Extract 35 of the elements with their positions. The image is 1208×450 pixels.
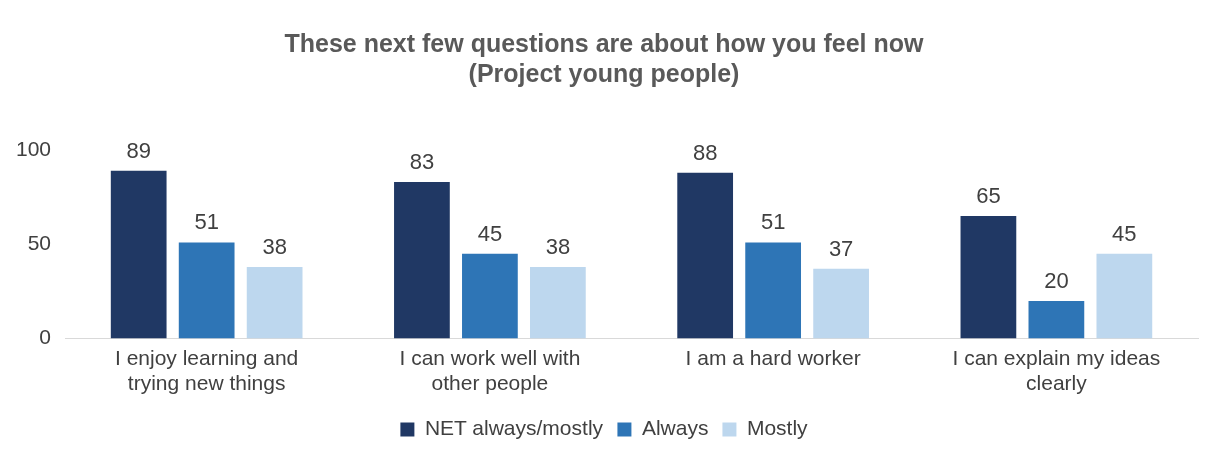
data-label: 20 <box>1044 267 1069 293</box>
data-label: 65 <box>976 183 1001 209</box>
data-label: 45 <box>1112 220 1137 246</box>
data-label: 89 <box>126 137 151 163</box>
bar <box>1096 253 1153 339</box>
y-tick-label: 0 <box>39 325 52 349</box>
x-tick-label: I can work well with other people <box>399 346 581 395</box>
bar <box>960 216 1017 339</box>
bar <box>110 170 167 339</box>
x-tick-label: I am a hard worker <box>685 346 861 369</box>
data-label: 38 <box>545 233 571 259</box>
bar <box>745 242 802 339</box>
bar <box>813 268 869 339</box>
bar <box>394 182 450 339</box>
legend-label: NET always/mostly <box>424 416 604 440</box>
bar <box>462 253 518 339</box>
chart-title: These next few questions are about how you feel now (Project young people) <box>284 28 925 87</box>
data-label: 51 <box>194 209 219 235</box>
data-label: 51 <box>760 209 786 235</box>
bar <box>1028 300 1085 339</box>
bar <box>677 172 734 339</box>
x-tick-label: I enjoy learning and trying new things <box>115 346 299 395</box>
y-tick-label: 100 <box>15 136 52 160</box>
legend-label: Always <box>641 416 709 440</box>
bar <box>178 242 235 339</box>
data-label: 37 <box>828 235 854 261</box>
data-label: 88 <box>692 139 718 165</box>
legend-label: Mostly <box>746 416 809 440</box>
data-label: 45 <box>477 220 503 246</box>
data-label: 83 <box>409 149 435 175</box>
bar <box>530 266 586 339</box>
bar <box>246 266 303 339</box>
data-label: 38 <box>262 233 287 259</box>
x-tick-label: I can explain my ideas clearly <box>952 346 1161 395</box>
y-tick-label: 50 <box>27 231 52 255</box>
